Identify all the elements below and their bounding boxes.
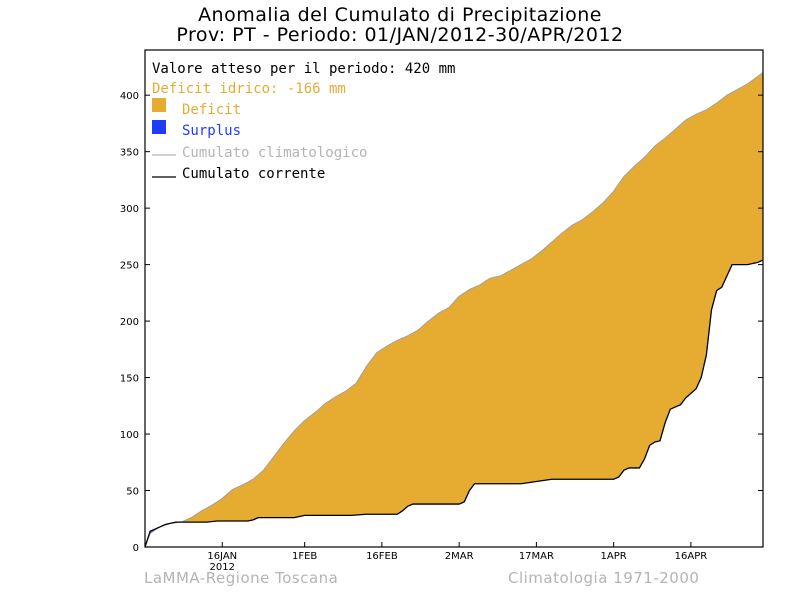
x-tick-label: 2MAR [445,551,474,562]
series-line-climatological [144,72,764,548]
legend-current-label: Cumulato corrente [182,166,325,182]
y-tick-label: 50 [126,487,139,498]
y-tick-label: 350 [120,148,139,159]
legend-climatological-label: Cumulato climatologico [182,145,367,161]
y-tick-label: 200 [120,317,139,328]
series-line-current [144,259,764,548]
legend: Valore atteso per il periodo: 420 mm Def… [152,61,455,182]
deficit-area [145,72,763,547]
x-tick-label: 17MAR [519,551,554,562]
y-tick-label: 150 [120,374,139,385]
x-tick-label: 1FEB [292,551,317,562]
legend-surplus-swatch [152,120,166,134]
x-tick-label: 16FEB [366,551,398,562]
line-layer [144,72,764,548]
footer-source: LaMMA-Regione Toscana [144,569,339,587]
x-tick-label: 16APR [675,551,708,562]
y-tick-label: 100 [120,430,139,441]
x-tick-sublabel: 2012 [210,562,235,573]
x-tick-label: 16JAN [207,551,237,562]
footer-climatology: Climatologia 1971-2000 [508,569,700,587]
legend-expected-text: Valore atteso per il periodo: 420 mm [152,61,455,77]
y-tick-label: 300 [120,204,139,215]
legend-deficit-swatch [152,98,166,112]
fill-layer [145,72,763,547]
chart-title: Anomalia del Cumulato di Precipitazione [198,4,602,26]
plot-frame [144,49,764,548]
legend-surplus-label: Surplus [182,123,241,139]
legend-deficit-label: Deficit [182,102,241,118]
legend-deficit-idrico-text: Deficit idrico: -166 mm [152,81,346,97]
x-tick-label: 1APR [601,551,627,562]
chart-subtitle: Prov: PT - Periodo: 01/JAN/2012-30/APR/2… [176,24,624,46]
y-tick-label: 0 [133,543,139,554]
y-tick-label: 250 [120,261,139,272]
y-tick-label: 400 [120,91,139,102]
